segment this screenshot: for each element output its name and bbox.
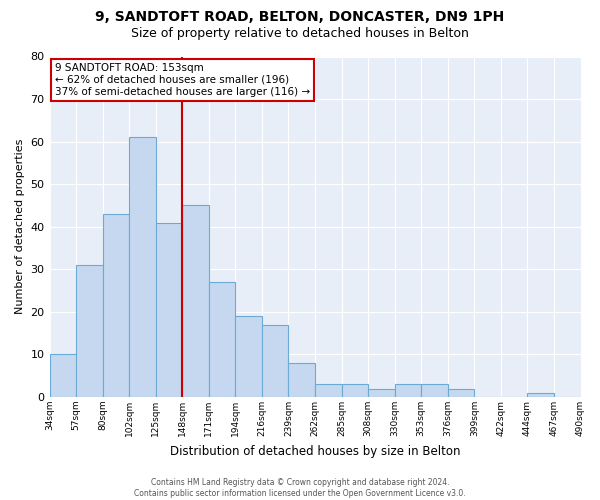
Bar: [448, 388, 475, 397]
Bar: [368, 388, 395, 397]
Bar: [103, 214, 129, 397]
Bar: [76, 265, 103, 397]
Bar: [341, 384, 368, 397]
Bar: [209, 282, 235, 397]
Text: 9 SANDTOFT ROAD: 153sqm
← 62% of detached houses are smaller (196)
37% of semi-d: 9 SANDTOFT ROAD: 153sqm ← 62% of detache…: [55, 64, 310, 96]
Y-axis label: Number of detached properties: Number of detached properties: [15, 139, 25, 314]
Bar: [421, 384, 448, 397]
X-axis label: Distribution of detached houses by size in Belton: Distribution of detached houses by size …: [170, 444, 460, 458]
Bar: [315, 384, 341, 397]
Bar: [395, 384, 421, 397]
Bar: [235, 316, 262, 397]
Text: 9, SANDTOFT ROAD, BELTON, DONCASTER, DN9 1PH: 9, SANDTOFT ROAD, BELTON, DONCASTER, DN9…: [95, 10, 505, 24]
Bar: [129, 138, 156, 397]
Bar: [527, 393, 554, 397]
Bar: [156, 222, 182, 397]
Bar: [50, 354, 76, 397]
Bar: [182, 206, 209, 397]
Text: Size of property relative to detached houses in Belton: Size of property relative to detached ho…: [131, 28, 469, 40]
Text: Contains HM Land Registry data © Crown copyright and database right 2024.
Contai: Contains HM Land Registry data © Crown c…: [134, 478, 466, 498]
Bar: [262, 324, 289, 397]
Bar: [289, 363, 315, 397]
